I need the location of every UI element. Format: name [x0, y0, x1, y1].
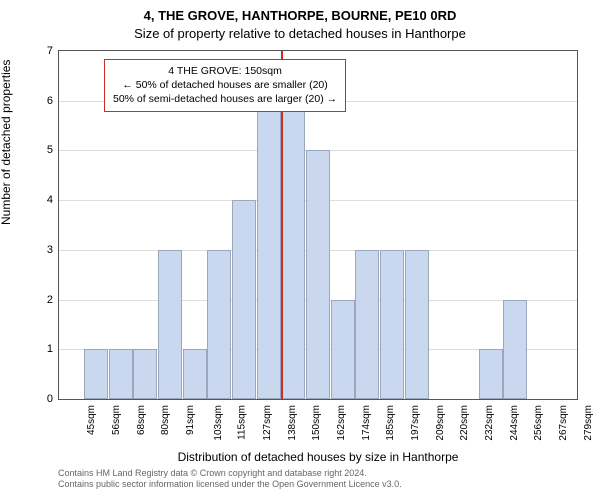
- x-tick-label: 220sqm: [459, 405, 470, 441]
- x-tick-label: 256sqm: [533, 405, 544, 441]
- y-tick-label: 7: [47, 45, 53, 57]
- x-tick-label: 185sqm: [385, 405, 396, 441]
- x-tick-label: 91sqm: [185, 405, 196, 435]
- x-axis-label: Distribution of detached houses by size …: [58, 450, 578, 464]
- histogram-bar: [479, 349, 503, 399]
- x-tick-label: 232sqm: [484, 405, 495, 441]
- x-tick-label: 174sqm: [360, 405, 371, 441]
- x-tick-label: 279sqm: [582, 405, 593, 441]
- histogram-bar: [183, 349, 207, 399]
- footer-line-2: Contains public sector information licen…: [58, 479, 578, 490]
- y-tick-label: 4: [47, 194, 53, 206]
- histogram-bar: [405, 250, 429, 399]
- footer-line-1: Contains HM Land Registry data © Crown c…: [58, 468, 578, 479]
- y-tick-label: 0: [47, 393, 53, 405]
- x-tick-label: 80sqm: [160, 405, 171, 435]
- property-size-chart: 4, THE GROVE, HANTHORPE, BOURNE, PE10 0R…: [0, 0, 600, 500]
- annotation-line-2: ← 50% of detached houses are smaller (20…: [113, 78, 337, 92]
- histogram-bar: [306, 150, 330, 399]
- x-tick-label: 209sqm: [434, 405, 445, 441]
- x-tick-label: 127sqm: [262, 405, 273, 441]
- x-tick-label: 244sqm: [508, 405, 519, 441]
- y-tick-label: 6: [47, 95, 53, 107]
- x-tick-label: 267sqm: [558, 405, 569, 441]
- histogram-bar: [380, 250, 404, 399]
- y-axis-label: Number of detached properties: [0, 60, 13, 225]
- histogram-bar: [257, 101, 281, 399]
- histogram-bar: [109, 349, 133, 399]
- histogram-bar: [207, 250, 231, 399]
- x-tick-label: 45sqm: [86, 405, 97, 435]
- histogram-bar: [503, 300, 527, 399]
- histogram-bar: [355, 250, 379, 399]
- x-tick-label: 197sqm: [410, 405, 421, 441]
- y-tick-label: 1: [47, 343, 53, 355]
- x-tick-label: 115sqm: [237, 405, 248, 440]
- annotation-box: 4 THE GROVE: 150sqm← 50% of detached hou…: [104, 59, 346, 112]
- y-tick-label: 3: [47, 244, 53, 256]
- y-tick-label: 2: [47, 294, 53, 306]
- histogram-bar: [84, 349, 108, 399]
- annotation-line-3: 50% of semi-detached houses are larger (…: [113, 92, 337, 106]
- plot-area: 0123456745sqm56sqm68sqm80sqm91sqm103sqm1…: [58, 50, 578, 400]
- histogram-bar: [331, 300, 355, 399]
- x-tick-label: 150sqm: [311, 405, 322, 441]
- x-tick-label: 138sqm: [286, 405, 297, 441]
- histogram-bar: [232, 200, 256, 399]
- chart-title-address: 4, THE GROVE, HANTHORPE, BOURNE, PE10 0R…: [0, 8, 600, 23]
- x-tick-label: 162sqm: [336, 405, 347, 441]
- histogram-bar: [133, 349, 157, 399]
- y-tick-label: 5: [47, 144, 53, 156]
- chart-subtitle: Size of property relative to detached ho…: [0, 26, 600, 41]
- histogram-bar: [158, 250, 182, 399]
- x-tick-label: 68sqm: [136, 405, 147, 435]
- histogram-bar: [281, 101, 305, 399]
- x-tick-label: 56sqm: [111, 405, 122, 435]
- annotation-line-1: 4 THE GROVE: 150sqm: [113, 64, 337, 78]
- x-tick-label: 103sqm: [212, 405, 223, 441]
- chart-footer: Contains HM Land Registry data © Crown c…: [58, 468, 578, 491]
